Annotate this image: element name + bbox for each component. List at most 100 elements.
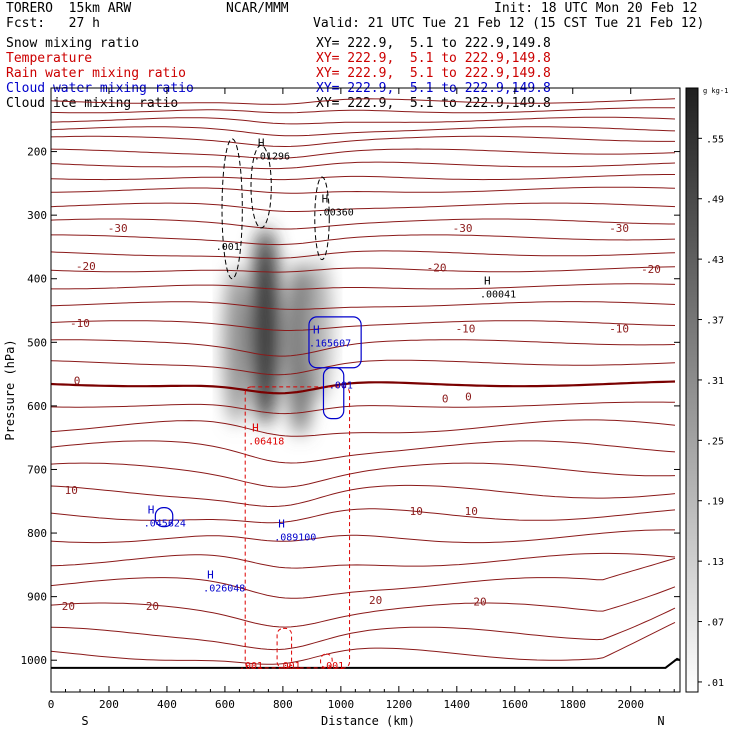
isotherm-label: 20 [369, 594, 382, 607]
isotherm-line [51, 339, 676, 357]
isotherm-label: -30 [609, 222, 629, 235]
maximum-marker: H [252, 421, 259, 434]
isotherm-line [51, 557, 676, 599]
isotherm-line [51, 174, 675, 181]
isotherm-label: 0 [442, 392, 449, 405]
isotherm-line [51, 107, 676, 114]
isotherm-line [51, 135, 675, 148]
maximum-value: .026048 [203, 583, 245, 594]
maximum-marker: H [148, 504, 155, 517]
x-tick-label: 2000 [617, 698, 644, 711]
isotherm-line [51, 283, 676, 290]
y-tick-label: 1000 [21, 654, 48, 667]
plot-frame [50, 87, 681, 693]
maximum-marker: H [313, 324, 320, 337]
y-tick-label: 200 [27, 146, 47, 159]
legend-snow-xy: XY= 222.9, 5.1 to 222.9,149.8 [316, 36, 551, 51]
isotherm-line [51, 586, 676, 628]
legend-temperature: Temperature [6, 51, 93, 66]
legend-rain: Rain water mixing ratio [6, 66, 187, 81]
x-tick-label: 1000 [328, 698, 355, 711]
maximum-value: .00041 [480, 290, 516, 301]
x-tick-label: 1400 [444, 698, 471, 711]
colorbar-label: .01 [706, 678, 724, 689]
isotherm-label: 20 [62, 600, 75, 613]
colorbar-units: g kg-1 [703, 87, 728, 95]
isotherm-line [51, 148, 676, 159]
snow-shading [223, 266, 250, 425]
colorbar-label: .13 [706, 557, 724, 568]
x-tick-label: 800 [273, 698, 293, 711]
maximum-marker: H [207, 568, 214, 581]
isotherm-line [51, 126, 676, 137]
y-tick-label: 800 [27, 527, 47, 540]
isotherm-line [51, 484, 676, 508]
snow-contour [221, 138, 243, 280]
isotherm-line [51, 186, 676, 194]
south-label: S [81, 714, 88, 728]
isotherm-label: -10 [456, 322, 476, 335]
isotherm-line [51, 529, 675, 544]
isotherm-line [51, 419, 676, 437]
isotherm-line [51, 607, 676, 651]
x-tick-label: 400 [157, 698, 177, 711]
maximum-value: .165607 [309, 339, 351, 350]
isotherm-line [51, 116, 676, 125]
contour-label: .001 [277, 661, 301, 672]
isotherm-line [51, 301, 676, 310]
isotherm-line [51, 401, 676, 415]
rain-contour [320, 653, 333, 669]
snow-contour [314, 176, 330, 261]
isotherm-line [51, 462, 676, 488]
isotherm-label: -20 [427, 261, 447, 274]
maximum-value: .089100 [274, 533, 316, 544]
legend-temperature-xy: XY= 222.9, 5.1 to 222.9,149.8 [316, 51, 551, 66]
legend-rain-xy: XY= 222.9, 5.1 to 222.9,149.8 [316, 66, 551, 81]
y-tick-label: 500 [27, 336, 47, 349]
isotherm-label: 20 [146, 600, 159, 613]
contour-label: .001 [329, 381, 353, 392]
colorbar-label: .37 [706, 316, 724, 327]
isotherm-label: -30 [453, 222, 473, 235]
contour-label: .001 [216, 242, 240, 253]
x-axis-label: Distance (km) [321, 714, 415, 728]
isotherm-label: 0 [74, 374, 81, 387]
maximum-value: .01296 [254, 152, 290, 163]
y-tick-label: 700 [27, 463, 47, 476]
y-tick-label: 900 [27, 591, 47, 604]
isotherm-label: 10 [465, 505, 478, 518]
legend-snow: Snow mixing ratio [6, 36, 140, 51]
isotherm-line [51, 234, 676, 246]
rain-contour [276, 627, 293, 669]
snow-contour [250, 144, 272, 229]
colorbar-label: .49 [706, 195, 724, 206]
maximum-value: .06418 [248, 436, 284, 447]
isotherm-line [51, 202, 676, 212]
y-axis-label: Pressure (hPa) [3, 339, 17, 440]
x-tick-label: 600 [215, 698, 235, 711]
cloud-water-contour [322, 367, 345, 420]
colorbar-label: .25 [706, 436, 724, 447]
north-label: N [657, 714, 664, 728]
x-tick-label: 1800 [560, 698, 587, 711]
colorbar-label: .19 [706, 497, 724, 508]
maximum-value: .045624 [144, 519, 186, 530]
init-time: Init: 18 UTC Mon 20 Feb 12 [494, 1, 698, 16]
isotherm-label: 20 [473, 596, 486, 609]
x-tick-label: 0 [48, 698, 55, 711]
y-tick-label: 400 [27, 273, 47, 286]
colorbar-label: .43 [706, 255, 724, 266]
isotherm-line [51, 98, 676, 105]
isotherm-label: -10 [70, 317, 90, 330]
isotherm-label: -20 [641, 263, 661, 276]
isotherm-line [51, 320, 676, 331]
isotherm-line [51, 250, 676, 259]
y-tick-label: 600 [27, 400, 47, 413]
contour-label: .001 [320, 661, 344, 672]
isotherm-line [51, 359, 676, 376]
x-tick-label: 200 [99, 698, 119, 711]
isotherm-line [51, 552, 676, 569]
y-tick-label: 300 [27, 209, 47, 222]
isotherm-label: -10 [609, 322, 629, 335]
colorbar [685, 87, 699, 693]
